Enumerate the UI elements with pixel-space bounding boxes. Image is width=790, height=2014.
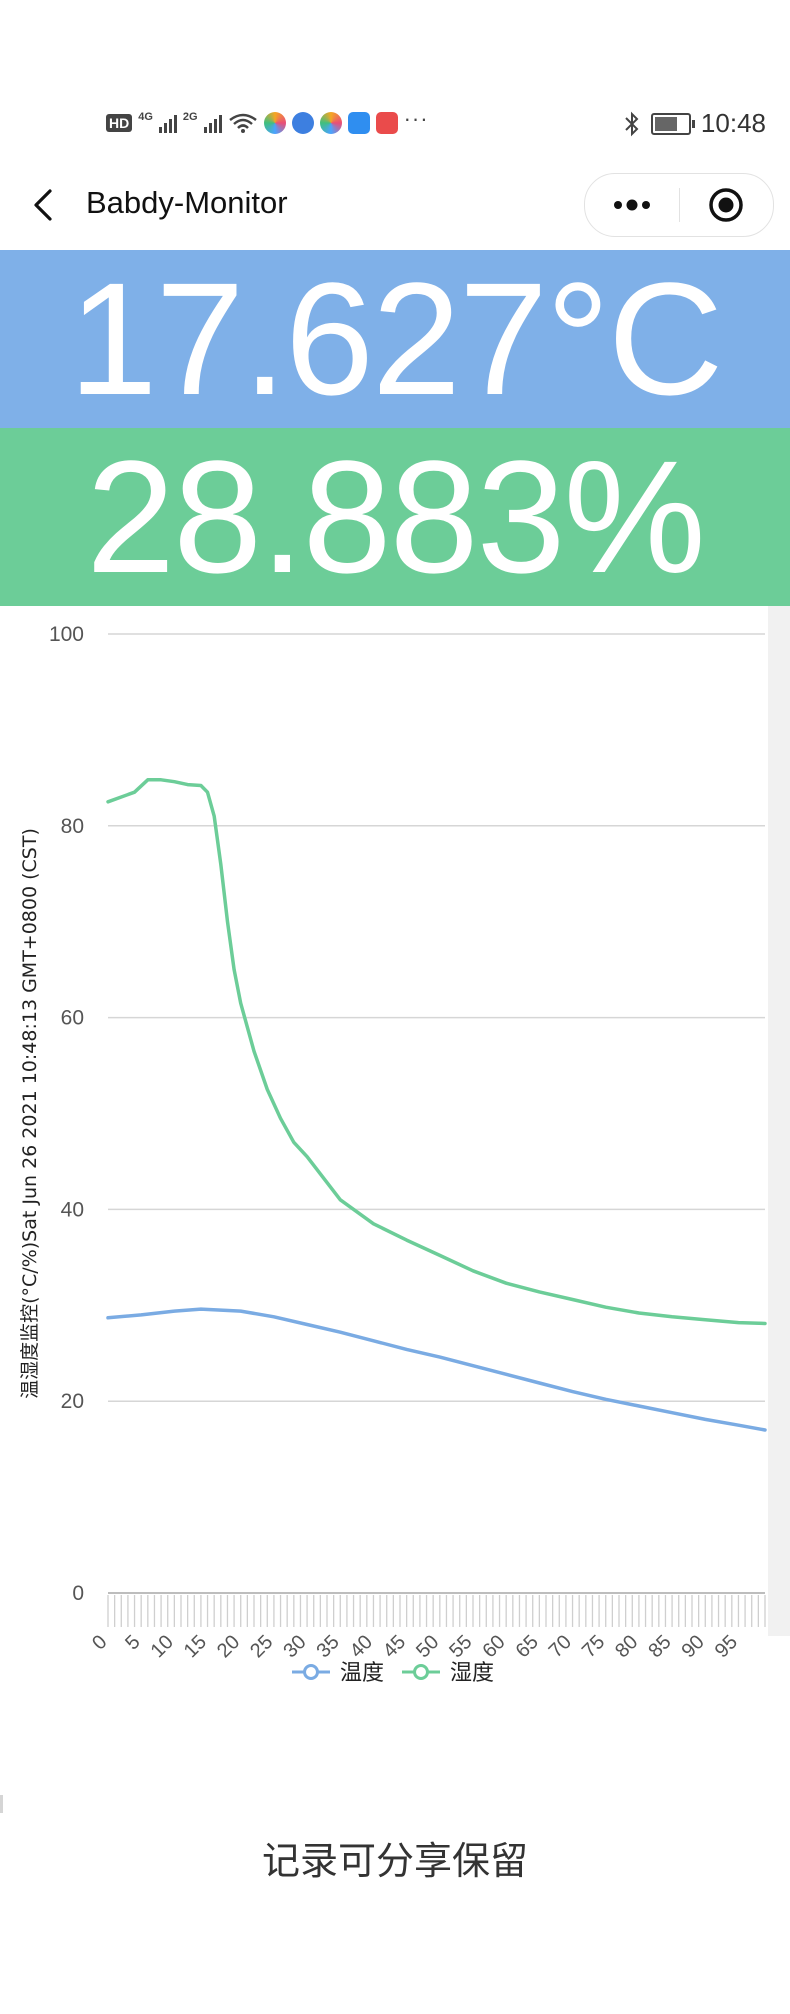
legend-marker (303, 1664, 319, 1680)
temperature-panel: 17.627°C (0, 250, 790, 428)
x-tick-label: 15 (180, 1631, 211, 1662)
capsule-menu (584, 173, 774, 237)
series-line-temperature (106, 1307, 767, 1432)
x-tick-label: 85 (644, 1631, 675, 1662)
x-tick-label: 80 (611, 1631, 642, 1662)
legend-marker (413, 1664, 429, 1680)
signal-2g-icon (203, 113, 222, 133)
bluetooth-icon (625, 111, 639, 136)
wifi-icon (228, 113, 257, 133)
x-tick-label: 20 (213, 1631, 244, 1662)
y-tick-label: 0 (72, 1582, 84, 1605)
app-icon (291, 112, 314, 134)
hd-icon: HD (106, 114, 133, 132)
y-tick-label: 80 (61, 815, 84, 838)
page-title: Babdy-Monitor (86, 185, 288, 220)
status-bar: HD 4G 2G ··· 10:48 (0, 100, 790, 150)
app-icon (263, 112, 286, 134)
y-tick-label: 100 (49, 623, 84, 646)
line-chart: 0 20 40 60 80 100 0 5 10 15 20 25 30 35 40 45 50 55 60 65 70… (0, 606, 790, 1706)
back-icon (34, 189, 52, 221)
x-tick-label: 95 (711, 1631, 742, 1662)
network-4g-label: 4G (138, 111, 153, 123)
x-tick-label: 65 (512, 1631, 543, 1662)
temperature-value: 17.627°C (68, 249, 724, 428)
chart-scroll-edge (768, 606, 790, 1636)
capsule-divider (679, 188, 680, 222)
x-tick-label: 55 (445, 1631, 476, 1662)
humidity-value: 28.883% (86, 427, 706, 606)
legend-label: 温度 (340, 1661, 384, 1686)
clock-time: 10:48 (700, 108, 766, 138)
y-tick-label: 20 (61, 1390, 84, 1413)
app-icon (319, 112, 342, 134)
record-icon (709, 188, 743, 222)
footer-text: 记录可分享保留 (261, 1841, 528, 1883)
x-tick-label: 70 (545, 1631, 576, 1662)
y-tick-label: 60 (61, 1007, 84, 1030)
status-right: 10:48 (623, 108, 766, 139)
x-tick-label: 75 (578, 1631, 609, 1662)
x-tick-label: 45 (379, 1631, 410, 1662)
x-tick-label: 90 (678, 1631, 709, 1662)
humidity-panel: 28.883% (0, 428, 790, 606)
y-tick-label: 40 (61, 1198, 84, 1221)
close-miniprogram-button[interactable] (679, 174, 773, 236)
x-tick-label: 50 (412, 1631, 443, 1662)
legend-label: 湿度 (450, 1661, 494, 1686)
x-tick-label: 10 (147, 1631, 178, 1662)
x-tick-label: 30 (279, 1631, 310, 1662)
status-left: HD 4G 2G ··· (106, 106, 429, 136)
more-icon (614, 199, 650, 211)
app-icon (375, 112, 398, 134)
series-line-humidity (106, 778, 767, 1326)
back-button[interactable] (26, 183, 66, 227)
x-tick-label: 60 (478, 1631, 509, 1662)
app-icon (347, 112, 370, 134)
more-notifications-icon: ··· (403, 106, 429, 131)
x-tick-label: 5 (121, 1631, 144, 1654)
edge-marker (0, 1795, 3, 1813)
x-tick-label: 35 (313, 1631, 344, 1662)
nav-bar: Babdy-Monitor (0, 165, 790, 245)
x-tick-label: 25 (246, 1631, 277, 1662)
x-tick-label: 40 (346, 1631, 377, 1662)
y-axis-label: 温湿度监控(°C/%)Sat Jun 26 2021 10:48:13 GMT+… (19, 828, 41, 1399)
signal-4g-icon (158, 113, 177, 133)
more-button[interactable] (585, 174, 679, 236)
battery-icon (650, 112, 695, 135)
network-2g-label: 2G (182, 111, 198, 123)
x-tick-label: 0 (88, 1631, 111, 1654)
